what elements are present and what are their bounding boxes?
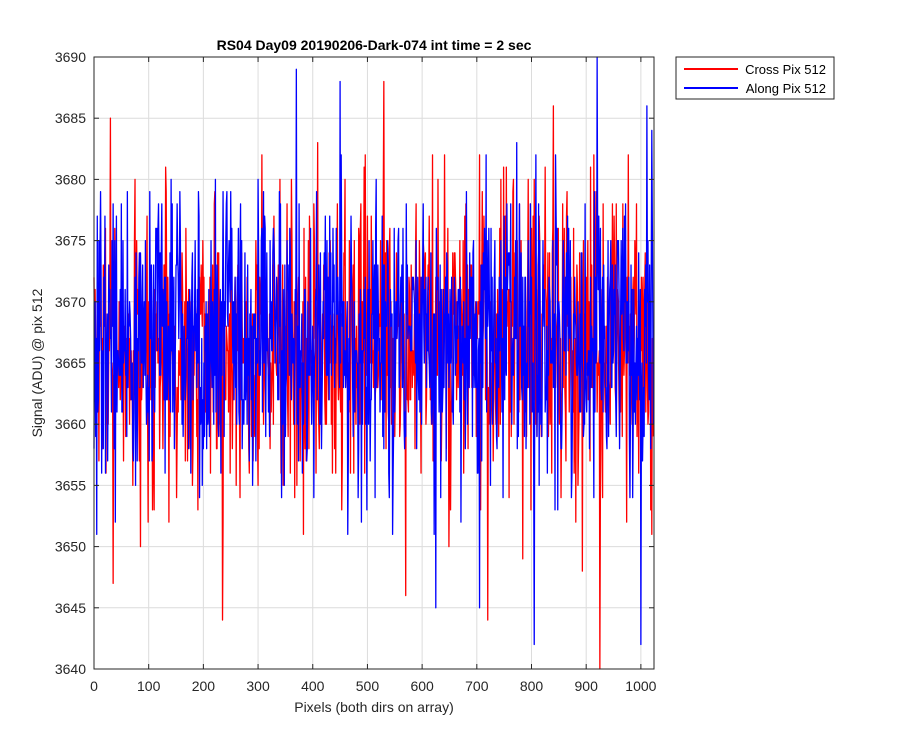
y-tick-label: 3680: [55, 171, 86, 187]
y-tick-label: 3685: [55, 110, 86, 126]
legend-box: [675, 56, 835, 100]
x-tick-label: 800: [520, 678, 544, 694]
x-tick-label: 200: [192, 678, 216, 694]
y-tick-label: 3640: [55, 661, 86, 677]
legend-label-along-pix-512: Along Pix 512: [746, 81, 826, 96]
y-tick-label: 3645: [55, 600, 86, 616]
y-tick-label: 3690: [55, 49, 86, 65]
y-tick-label: 3670: [55, 294, 86, 310]
legend: Cross Pix 512 Along Pix 512: [675, 56, 835, 100]
legend-label-cross-pix-512: Cross Pix 512: [745, 62, 826, 77]
y-tick-label: 3665: [55, 355, 86, 371]
series-layer: [93, 56, 655, 670]
x-tick-label: 1000: [625, 678, 656, 694]
y-tick-label: 3675: [55, 233, 86, 249]
x-tick-label: 100: [137, 678, 161, 694]
chart-title: RS04 Day09 20190206-Dark-074 int time = …: [217, 37, 532, 53]
y-tick-label: 3655: [55, 477, 86, 493]
x-axis-label: Pixels (both dirs on array): [294, 699, 454, 715]
x-tick-label: 500: [356, 678, 380, 694]
series-line-along-pix-512: [93, 56, 655, 646]
axis-ticks: 0 100 200 300 400 500 600 700 800 900 1000 3640 3645…: [55, 49, 657, 694]
y-tick-label: 3650: [55, 539, 86, 555]
y-axis-label: Signal (ADU) @ pix 512: [29, 288, 45, 437]
x-tick-label: 600: [410, 678, 434, 694]
x-tick-label: 400: [301, 678, 325, 694]
x-tick-label: 900: [575, 678, 599, 694]
x-tick-label: 0: [90, 678, 98, 694]
x-tick-label: 700: [465, 678, 489, 694]
x-tick-label: 300: [246, 678, 270, 694]
y-tick-label: 3660: [55, 416, 86, 432]
